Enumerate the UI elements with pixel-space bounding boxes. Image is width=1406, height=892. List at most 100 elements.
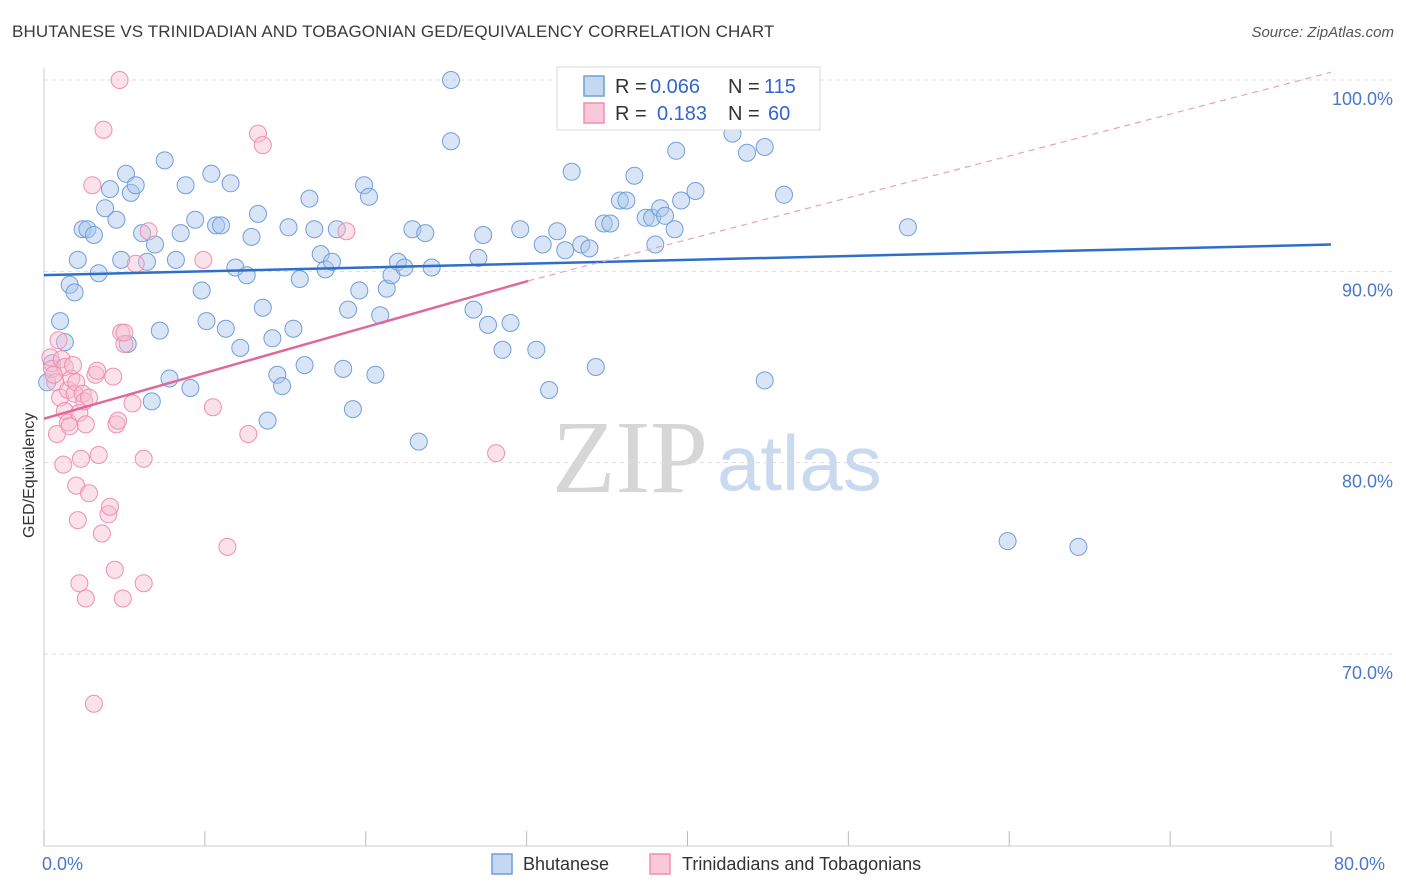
- legend-bottom-swatch-blue: [491, 853, 513, 875]
- data-point-bhutanese: [142, 392, 161, 411]
- data-point-bhutanese: [186, 210, 205, 229]
- data-point-bhutanese: [998, 532, 1017, 551]
- data-point-trinidadian: [109, 411, 127, 430]
- data-point-bhutanese: [594, 214, 613, 233]
- data-point-bhutanese: [212, 216, 230, 235]
- data-point-bhutanese: [355, 176, 374, 195]
- data-point-trinidadian: [72, 449, 90, 468]
- gridlines: [44, 79, 1393, 655]
- data-point-bhutanese: [442, 132, 460, 151]
- data-point-bhutanese: [562, 162, 581, 181]
- data-point-bhutanese: [548, 222, 567, 241]
- data-point-bhutanese: [112, 250, 131, 269]
- data-point-bhutanese: [126, 176, 145, 195]
- data-point-bhutanese: [96, 199, 115, 218]
- data-point-bhutanese: [84, 226, 103, 244]
- legend-r-value-pink: 0.183: [657, 103, 707, 125]
- data-point-bhutanese: [366, 365, 385, 384]
- data-point-bhutanese: [273, 377, 292, 396]
- y-tick-labels: 100.0% 90.0% 80.0% 70.0%: [1332, 89, 1393, 683]
- trend-line-bhutanese: [43, 243, 1332, 277]
- legend-top: R = 0.066 N = 115 R = 0.183 N = 60: [556, 66, 821, 131]
- y-tick-label: 70.0%: [1342, 663, 1393, 683]
- data-point-bhutanese: [409, 432, 428, 451]
- data-point-bhutanese: [479, 315, 497, 334]
- legend-r-value-blue: 0.066: [650, 76, 700, 98]
- data-point-trinidadian: [89, 446, 108, 464]
- data-point-bhutanese: [290, 270, 309, 288]
- data-point-trinidadian: [218, 537, 237, 556]
- data-point-trinidadian: [99, 505, 118, 524]
- y-tick-label: 90.0%: [1342, 280, 1393, 300]
- data-point-bhutanese: [501, 314, 520, 332]
- data-point-bhutanese: [231, 338, 250, 357]
- data-point-trinidadian: [92, 524, 111, 543]
- data-point-bhutanese: [464, 300, 483, 319]
- series-trinidadians: [41, 71, 506, 713]
- data-point-bhutanese: [377, 279, 396, 298]
- data-point-bhutanese: [258, 411, 277, 430]
- data-point-bhutanese: [101, 180, 119, 199]
- data-point-bhutanese: [138, 252, 156, 271]
- data-point-bhutanese: [279, 218, 298, 237]
- data-point-bhutanese: [665, 220, 684, 239]
- data-point-bhutanese: [656, 206, 674, 225]
- data-point-trinidadian: [70, 574, 89, 593]
- data-point-trinidadian: [76, 589, 95, 608]
- legend-n-value-pink: 60: [768, 103, 790, 125]
- data-point-bhutanese: [527, 340, 546, 359]
- y-tick-label: 80.0%: [1342, 472, 1393, 492]
- data-point-bhutanese: [636, 208, 655, 227]
- data-point-trinidadian: [249, 124, 267, 143]
- data-point-trinidadian: [110, 71, 129, 89]
- data-point-trinidadian: [134, 449, 153, 468]
- data-point-bhutanese: [55, 333, 74, 352]
- data-point-bhutanese: [176, 176, 195, 195]
- data-point-trinidadian: [126, 254, 145, 273]
- data-point-trinidadian: [64, 356, 82, 375]
- x-tick-label-min: 0.0%: [42, 854, 83, 874]
- data-point-trinidadian: [113, 589, 132, 608]
- data-point-bhutanese: [422, 258, 441, 277]
- data-point-trinidadian: [41, 348, 60, 367]
- data-point-trinidadian: [80, 484, 98, 503]
- data-point-trinidadian: [94, 120, 113, 139]
- data-point-trinidadian: [54, 455, 73, 474]
- data-point-trinidadian: [60, 417, 79, 436]
- data-point-bhutanese: [898, 218, 917, 237]
- chart-source: Source: ZipAtlas.com: [1251, 24, 1394, 41]
- data-point-trinidadian: [123, 394, 142, 413]
- data-point-bhutanese: [107, 210, 126, 229]
- data-point-trinidadian: [337, 222, 356, 241]
- data-point-bhutanese: [197, 312, 216, 331]
- data-point-trinidadian: [239, 425, 258, 443]
- data-point-bhutanese: [249, 204, 267, 223]
- data-point-bhutanese: [442, 71, 460, 89]
- data-point-bhutanese: [580, 239, 599, 258]
- data-point-bhutanese: [268, 365, 287, 384]
- data-point-trinidadian: [101, 497, 119, 516]
- data-point-bhutanese: [146, 235, 164, 254]
- data-point-bhutanese: [586, 358, 605, 376]
- data-point-bhutanese: [625, 166, 644, 185]
- data-point-bhutanese: [295, 356, 314, 375]
- data-point-trinidadian: [67, 373, 86, 392]
- y-axis-title: GED/Equivalency: [21, 413, 38, 538]
- data-point-bhutanese: [686, 182, 705, 200]
- data-point-bhutanese: [263, 329, 282, 348]
- data-point-bhutanese: [667, 141, 686, 160]
- data-point-bhutanese: [601, 214, 620, 233]
- data-point-bhutanese: [133, 224, 152, 243]
- legend-bottom-label-pink: Trinidadians and Tobagonians: [682, 854, 921, 874]
- data-point-bhutanese: [339, 300, 358, 319]
- data-point-bhutanese: [755, 138, 774, 156]
- data-point-bhutanese: [202, 164, 221, 183]
- y-tick-label: 100.0%: [1332, 89, 1393, 109]
- data-point-bhutanese: [646, 235, 665, 254]
- data-point-bhutanese: [192, 281, 211, 300]
- data-point-trinidadian: [194, 250, 213, 269]
- data-point-bhutanese: [73, 220, 92, 239]
- data-point-bhutanese: [360, 187, 378, 206]
- data-point-trinidadian: [487, 444, 506, 463]
